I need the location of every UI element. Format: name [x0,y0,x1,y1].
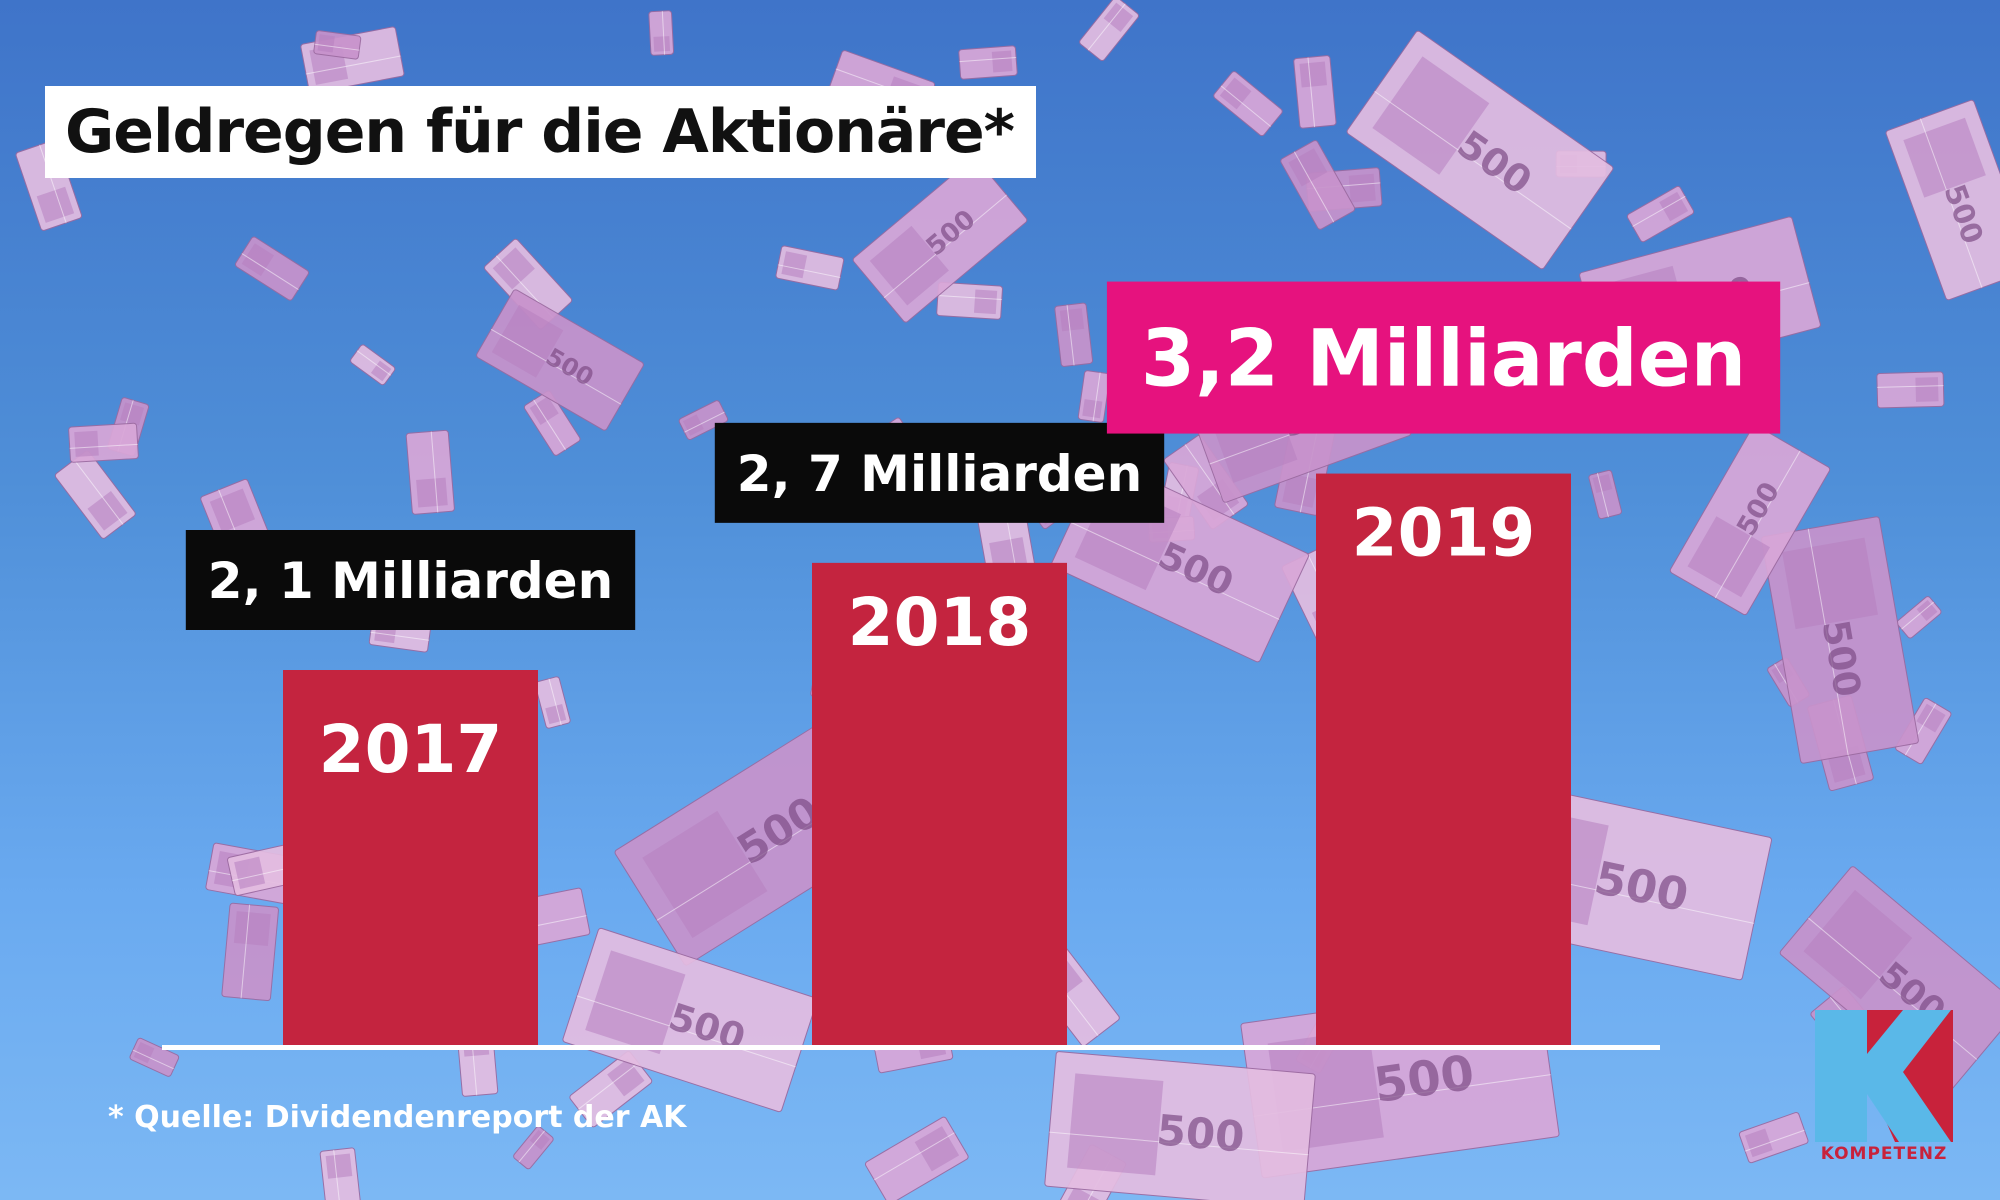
banknote-icon [958,45,1018,80]
banknote-icon [221,902,279,1002]
banknote-icon [1293,55,1337,129]
banknote-icon [405,429,455,515]
value-label-text: 2, 1 Milliarden [208,552,613,610]
banknote-icon [15,139,83,231]
banknote-icon [775,245,845,291]
source-note: * Quelle: Dividendenreport der AK [108,1100,687,1135]
svg-text:500: 500 [1371,1045,1478,1114]
banknote-icon [54,450,136,539]
bar-2019 [1316,473,1571,1046]
banknote-icon [1896,596,1942,639]
banknote-icon [235,236,309,301]
banknote-icon [1054,302,1094,367]
svg-text:500: 500 [1155,1105,1247,1161]
chart-baseline [162,1045,1660,1050]
banknote-icon [523,390,581,456]
banknote-icon [864,1116,969,1200]
banknote-icon [350,344,396,386]
banknote-icon [1588,469,1622,520]
bar-2017 [283,670,538,1045]
banknote-icon [319,1147,362,1200]
banknote-icon: 500 [1885,99,2000,301]
banknote-icon [648,10,675,56]
banknote-icon [129,1037,180,1077]
banknote-icon: 500 [1669,424,1831,616]
value-label-text: 3,2 Milliarden [1141,315,1746,405]
bar-year-label: 2018 [848,584,1032,661]
banknote-icon [1213,71,1283,137]
banknote-icon: 500 [1346,30,1614,270]
banknote-icon: 500 [1761,516,1919,764]
banknote-icon [1077,370,1111,423]
value-label: 2, 7 Milliarden [714,422,1165,523]
kompetenz-logo: KOMPETENZ [1815,1010,1953,1170]
banknote-icon [1280,140,1356,230]
bar-2018 [812,562,1067,1045]
title-box: Geldregen für die Aktionäre* [45,86,1037,178]
banknote-icon: 500 [1044,1051,1316,1200]
value-label: 2, 1 Milliarden [185,530,636,630]
banknote-icon [313,30,362,60]
logo-text: KOMPETENZ [1820,1144,1948,1164]
banknote-icon [513,1126,554,1170]
banknote-icon [678,400,729,441]
banknote-icon [68,422,139,463]
banknote-icon [1079,0,1140,62]
banknote-icon: 500 [476,289,644,431]
value-label-highlight: 3,2 Milliarden [1106,281,1781,434]
banknote-icon: 500 [852,157,1028,323]
banknote-icon [1626,185,1695,243]
banknote-icon [936,281,1003,320]
bar-year-label: 2017 [319,711,503,788]
bar-year-label: 2019 [1352,495,1536,572]
logo-k-icon [1815,1010,1953,1142]
value-label-text: 2, 7 Milliarden [737,445,1142,503]
banknote-icon [1738,1112,1809,1164]
banknote-icon [1876,371,1945,409]
chart-title: Geldregen für die Aktionäre* [65,97,1015,167]
banknote-icon [534,676,571,729]
